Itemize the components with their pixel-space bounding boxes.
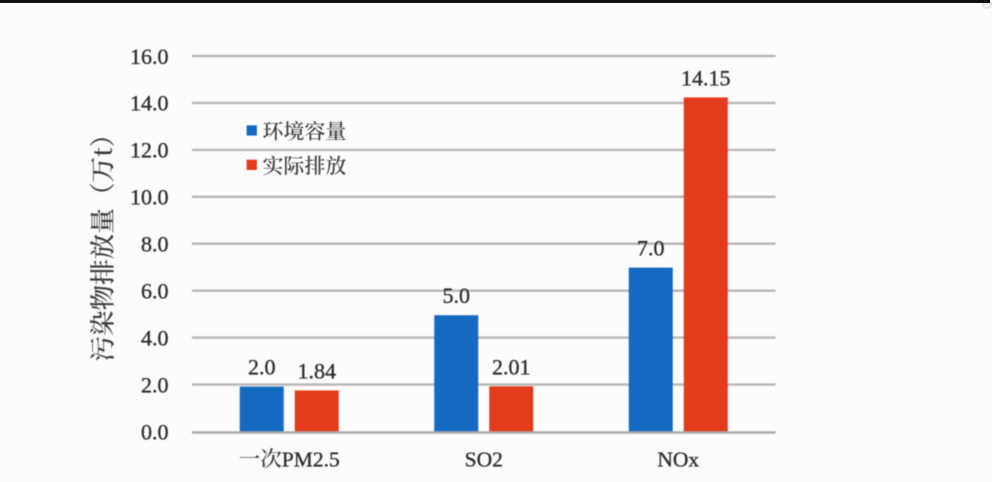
svg-text:10.0: 10.0: [130, 185, 169, 210]
svg-text:6.0: 6.0: [141, 279, 169, 304]
svg-text:2.0: 2.0: [248, 355, 276, 380]
svg-text:1.84: 1.84: [298, 358, 337, 383]
svg-text:0.0: 0.0: [141, 419, 169, 444]
svg-text:14.0: 14.0: [130, 91, 169, 116]
svg-text:NOx: NOx: [657, 447, 699, 471]
svg-text:2.01: 2.01: [492, 354, 531, 379]
svg-text:12.0: 12.0: [130, 138, 169, 163]
svg-text:7.0: 7.0: [637, 236, 665, 261]
svg-text:PM2.5: PM2.5: [282, 447, 340, 471]
svg-text:SO2: SO2: [465, 447, 503, 471]
svg-text:5.0: 5.0: [442, 283, 470, 308]
svg-text:2.0: 2.0: [141, 372, 169, 397]
svg-text:16.0: 16.0: [130, 44, 169, 69]
svg-text:14.15: 14.15: [681, 65, 731, 90]
svg-text:4.0: 4.0: [141, 325, 169, 350]
svg-text:8.0: 8.0: [141, 232, 169, 257]
